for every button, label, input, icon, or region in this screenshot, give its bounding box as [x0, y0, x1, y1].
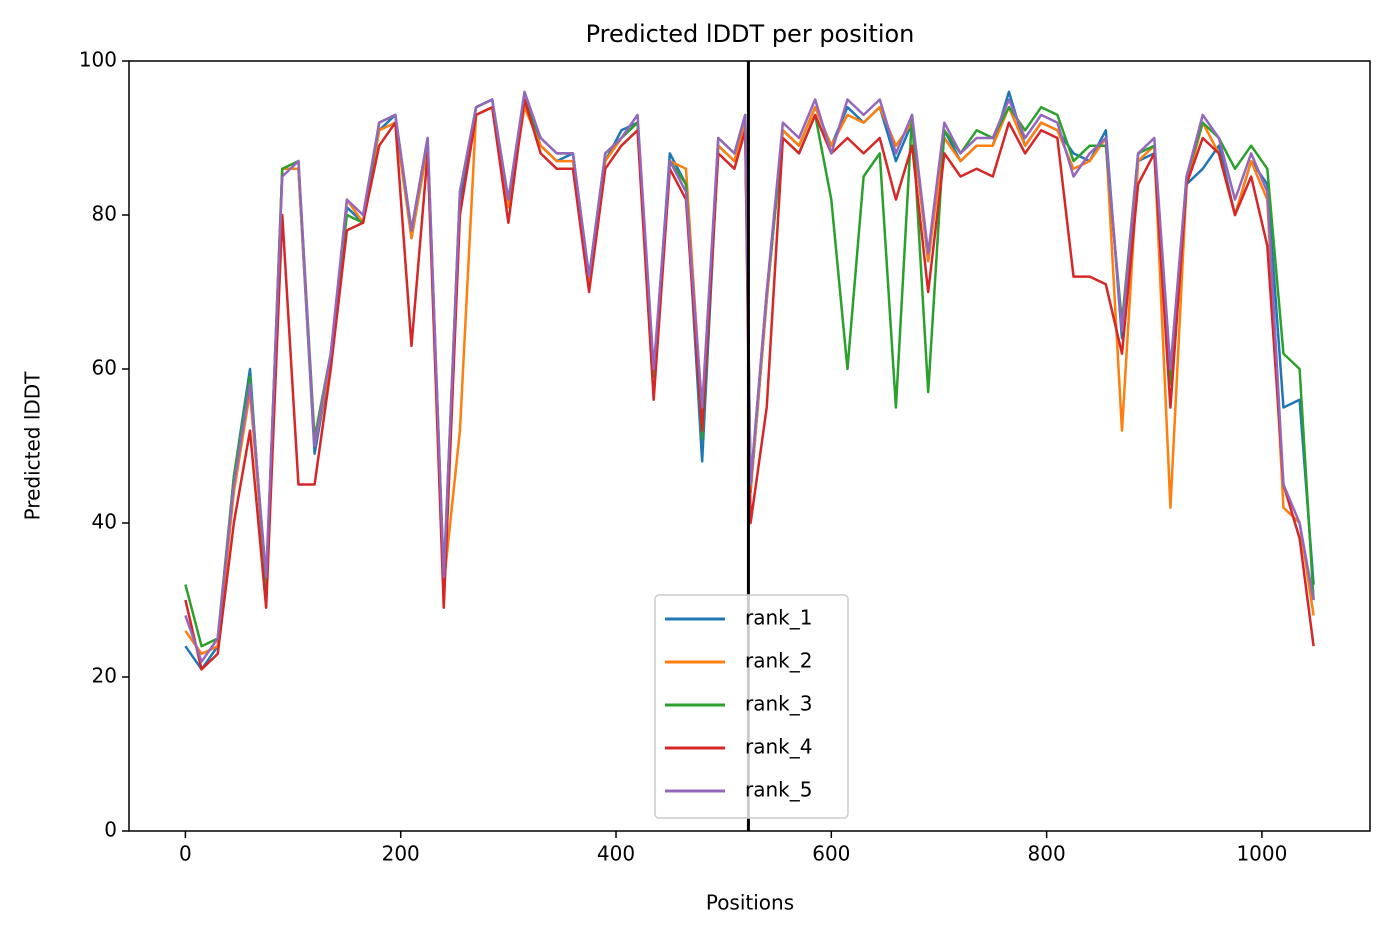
x-tick-label: 200	[382, 842, 420, 866]
legend: rank_1 rank_2 rank_3 rank_4 rank_5	[654, 594, 849, 819]
y-tick-label: 40	[92, 510, 117, 534]
chart-title: Predicted lDDT per position	[586, 20, 915, 48]
y-tick-label: 20	[92, 664, 117, 688]
legend-box	[654, 594, 849, 819]
y-tick-label: 100	[79, 48, 117, 72]
legend-label: rank_4	[745, 735, 812, 759]
x-tick-label: 400	[597, 842, 635, 866]
legend-label: rank_1	[745, 606, 812, 630]
x-tick-label: 800	[1028, 842, 1066, 866]
y-tick-label: 60	[92, 356, 117, 380]
legend-label: rank_3	[745, 692, 812, 716]
plot-frame	[128, 60, 1371, 832]
x-axis-label: Positions	[706, 891, 794, 915]
x-tick-label: 600	[812, 842, 850, 866]
x-tick-label: 0	[179, 842, 192, 866]
x-tick-label: 1000	[1236, 842, 1287, 866]
y-tick-label: 80	[92, 202, 117, 226]
y-axis-label: Predicted lDDT	[21, 371, 45, 521]
legend-label: rank_5	[745, 778, 812, 802]
legend-label: rank_2	[745, 649, 812, 673]
y-tick-label: 0	[104, 818, 117, 842]
